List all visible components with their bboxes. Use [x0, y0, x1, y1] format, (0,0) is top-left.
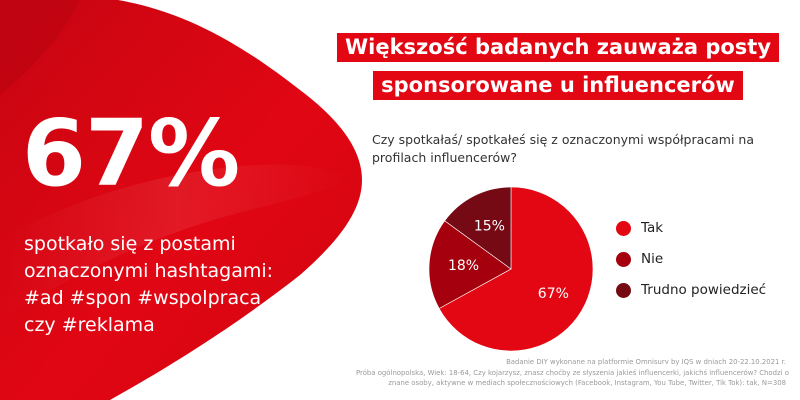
legend-swatch: [616, 282, 631, 298]
legend-item-nie: Nie: [616, 251, 766, 267]
footnote-line: Badanie DIY wykonane na platformie Omnis…: [506, 358, 786, 366]
left-panel: 67% spotkało się z postami oznaczonymi h…: [0, 0, 362, 400]
headline-line: Większość badanych zauważa posty: [336, 33, 780, 62]
pie-chart-svg: 67% 18% 15%: [428, 186, 594, 352]
footnote-line: Próba ogólnopolska, Wiek: 18-64, Czy koj…: [356, 368, 789, 377]
footnote: Badanie DIY wykonane na platformie Omnis…: [356, 357, 789, 389]
pie-slice-nie: [428, 220, 512, 309]
stat-description-line: spotkało się z postami: [24, 233, 236, 255]
pie-slice-trudno-powiedzie-: [444, 186, 512, 270]
pie-data-label: 67%: [538, 286, 569, 302]
stat-description-line: oznaczonymi hashtagami:: [24, 260, 274, 282]
red-background-shape: [0, 0, 362, 400]
pie-data-label: 15%: [474, 219, 505, 235]
survey-question: Czy spotkałaś/ spotkałeś się z oznaczony…: [372, 132, 754, 165]
headline-line: sponsorowane u influencerów: [373, 71, 743, 100]
legend-label: Trudno powiedzieć: [641, 282, 767, 298]
legend-label: Tak: [641, 220, 664, 236]
legend-label: Nie: [641, 251, 664, 267]
legend-swatch: [616, 220, 631, 236]
stat-description: spotkało się z postami oznaczonymi hasht…: [24, 231, 324, 339]
stat-description-line: #ad #spon #wspolpraca: [24, 287, 262, 309]
pie-slice-tak: [438, 186, 594, 352]
footnote-line: znane osoby, aktywne w mediach społeczno…: [388, 379, 786, 387]
stat-description-line: czy #reklama: [24, 314, 155, 336]
legend-swatch: [616, 251, 631, 267]
chart-legend: Tak Nie Trudno powiedzieć: [616, 220, 766, 313]
pie-data-label: 18%: [448, 258, 479, 274]
pie-chart: 67% 18% 15%: [428, 186, 594, 352]
legend-item-tak: Tak: [616, 220, 766, 236]
headline: Większość badanych zauważa posty sponsor…: [336, 33, 780, 109]
legend-item-trudno-powiedziec: Trudno powiedzieć: [616, 282, 766, 298]
big-stat-percentage: 67%: [22, 100, 240, 207]
